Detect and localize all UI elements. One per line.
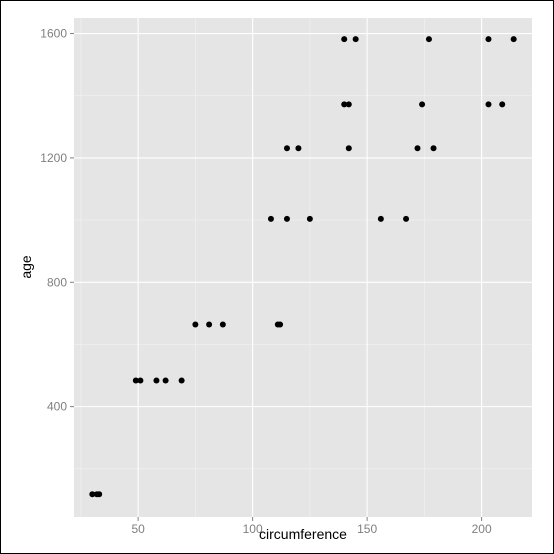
x-tick-label: 50 bbox=[131, 522, 145, 536]
x-tick-label: 200 bbox=[472, 522, 492, 536]
data-point bbox=[192, 321, 199, 328]
data-point bbox=[137, 377, 144, 384]
data-point bbox=[283, 215, 290, 222]
data-point bbox=[283, 145, 290, 152]
data-point bbox=[345, 145, 352, 152]
x-tick-label: 100 bbox=[243, 522, 263, 536]
data-point bbox=[277, 321, 284, 328]
data-point bbox=[352, 36, 359, 43]
x-axis-title: circumference bbox=[259, 526, 347, 542]
data-point bbox=[510, 36, 517, 43]
data-point bbox=[430, 145, 437, 152]
data-point bbox=[377, 215, 384, 222]
y-tick-label: 1200 bbox=[40, 151, 67, 165]
data-point bbox=[419, 101, 426, 108]
data-point bbox=[267, 215, 274, 222]
plot-panel bbox=[74, 18, 532, 517]
x-axis-ticks: 50 100 150 200 bbox=[131, 517, 492, 536]
data-point bbox=[485, 36, 492, 43]
data-points bbox=[89, 36, 517, 498]
data-point bbox=[345, 101, 352, 108]
x-tick-label: 150 bbox=[357, 522, 377, 536]
data-point bbox=[295, 145, 302, 152]
y-tick-label: 800 bbox=[47, 275, 67, 289]
data-point bbox=[425, 36, 432, 43]
data-point bbox=[219, 321, 226, 328]
data-point bbox=[178, 377, 185, 384]
data-point bbox=[414, 145, 421, 152]
data-point bbox=[485, 101, 492, 108]
y-tick-label: 1600 bbox=[40, 27, 67, 41]
data-point bbox=[403, 215, 410, 222]
data-point bbox=[89, 491, 96, 498]
major-gridlines bbox=[74, 18, 532, 517]
data-point bbox=[306, 215, 313, 222]
data-point bbox=[341, 101, 348, 108]
data-point bbox=[499, 101, 506, 108]
data-point bbox=[132, 377, 139, 384]
data-point bbox=[206, 321, 213, 328]
minor-gridlines bbox=[74, 18, 532, 517]
y-tick-label: 400 bbox=[47, 400, 67, 414]
data-point bbox=[162, 377, 169, 384]
y-axis-ticks: 400 800 1200 1600 bbox=[40, 27, 74, 414]
data-point bbox=[96, 491, 103, 498]
y-axis-title: age bbox=[18, 255, 34, 279]
data-point bbox=[153, 377, 160, 384]
data-point bbox=[341, 36, 348, 43]
